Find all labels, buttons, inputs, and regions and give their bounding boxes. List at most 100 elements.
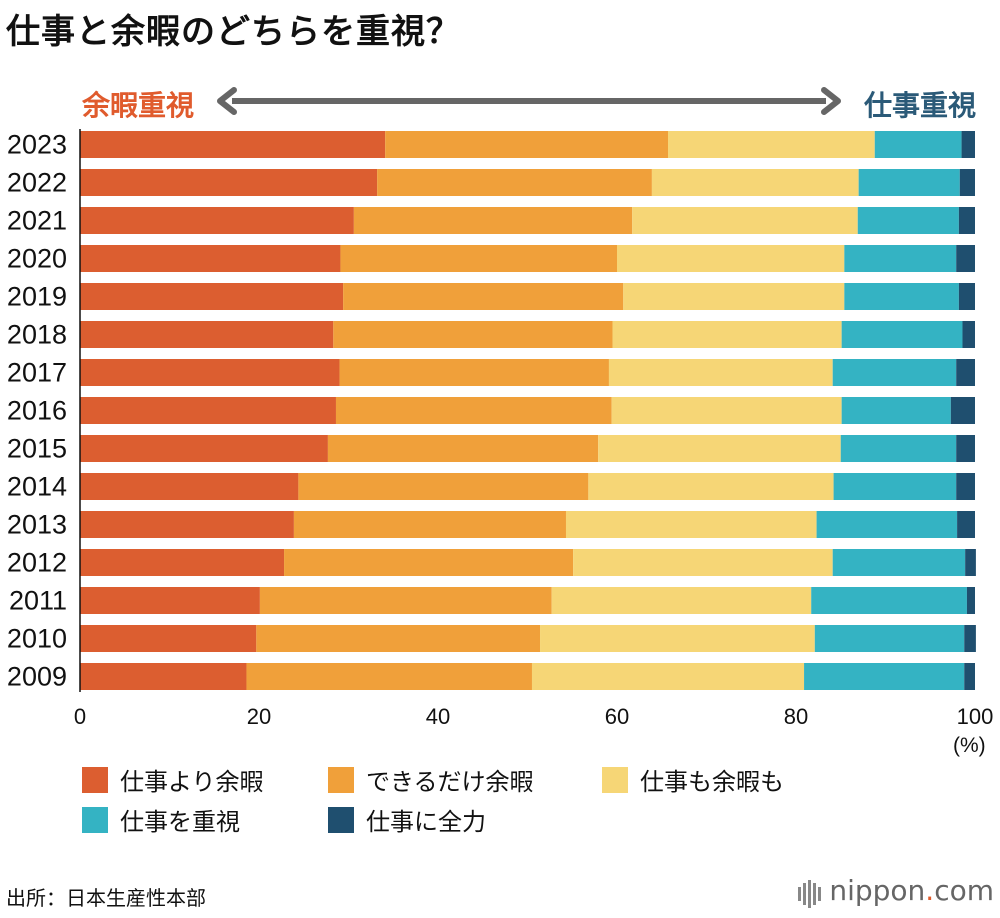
logo-bars-icon: [798, 876, 823, 909]
bar-2013-series-4: [957, 511, 975, 538]
bars-layer: [79, 129, 976, 692]
y-axis-labels: 2023 2022 2021 2020 2019 2018 2017 2016 2015 2014…: [7, 130, 67, 692]
bar-2015-series-0: [80, 435, 328, 462]
bar-2021-series-3: [857, 207, 959, 234]
y-tick-label-2015: 2015: [7, 434, 67, 464]
y-tick-label-2014: 2014: [7, 472, 67, 502]
x-axis-labels: 0 20 40 60 80 100: [74, 704, 993, 729]
legend-label-4: 仕事に全力: [366, 808, 486, 836]
x-tick-label-100: 100: [957, 704, 994, 729]
bar-2020-series-2: [617, 245, 845, 272]
legend-swatch-2: [602, 766, 628, 793]
legend-label-1: できるだけ余暇: [366, 768, 534, 796]
bar-2018-series-4: [962, 321, 975, 348]
bar-2015-series-2: [598, 435, 841, 462]
bar-2022-series-1: [377, 169, 652, 196]
legend-item-1: できるだけ余暇: [328, 762, 534, 797]
x-tick-label-20: 20: [247, 704, 271, 729]
y-tick-label-2023: 2023: [7, 130, 67, 160]
source-note: 出所：日本生産性本部: [6, 886, 206, 910]
y-tick-label-2017: 2017: [7, 358, 67, 388]
bar-2017-series-4: [956, 359, 975, 386]
bar-2023-series-2: [668, 131, 875, 158]
bar-2019-series-1: [343, 283, 624, 310]
bar-2015-series-4: [956, 435, 975, 462]
bar-2019-series-2: [623, 283, 845, 310]
legend-label-2: 仕事も余暇も: [640, 768, 784, 796]
legend-item-3: 仕事を重視: [82, 802, 240, 837]
y-tick-label-2009: 2009: [7, 662, 67, 692]
bar-2016-series-3: [841, 397, 951, 424]
bar-2009-series-2: [531, 663, 805, 690]
y-tick-label-2018: 2018: [7, 320, 67, 350]
y-tick-label-2022: 2022: [7, 168, 67, 198]
bar-2011-series-4: [966, 587, 975, 614]
x-tick-label-60: 60: [605, 704, 629, 729]
bar-2013-series-0: [80, 511, 294, 538]
bar-2021-series-1: [353, 207, 633, 234]
bar-2012-series-0: [80, 549, 285, 576]
bar-2011-series-1: [259, 587, 552, 614]
bar-2020-series-0: [80, 245, 341, 272]
logo-suffix: com: [934, 874, 994, 907]
legend-swatch-3: [82, 806, 108, 833]
logo-name: nippon: [829, 874, 926, 907]
bar-2010-series-1: [256, 625, 541, 652]
bar-2010-series-0: [80, 625, 257, 652]
bar-2018-series-1: [333, 321, 613, 348]
y-tick-label-2019: 2019: [7, 282, 67, 312]
bar-2009-series-1: [246, 663, 532, 690]
y-tick-label-2010: 2010: [7, 624, 67, 654]
legend-item-4: 仕事に全力: [328, 802, 486, 837]
bar-2009-series-4: [964, 663, 975, 690]
logo-dot: .: [925, 874, 935, 907]
legend-label-0: 仕事より余暇: [120, 768, 264, 796]
leisure-direction-label: 余暇重視: [82, 89, 195, 122]
bar-2021-series-0: [80, 207, 354, 234]
arrow-head-right: [821, 87, 841, 115]
bar-2019-series-3: [844, 283, 959, 310]
y-tick-label-2012: 2012: [7, 548, 67, 578]
bar-2022-series-4: [959, 169, 975, 196]
bar-2009-series-3: [804, 663, 965, 690]
bar-2015-series-3: [840, 435, 957, 462]
bar-2012-series-4: [965, 549, 976, 576]
bar-2017-series-1: [339, 359, 609, 386]
bar-2011-series-2: [551, 587, 812, 614]
bar-2016-series-2: [611, 397, 842, 424]
bar-2009-series-0: [80, 663, 247, 690]
bar-2020-series-4: [956, 245, 975, 272]
bar-2011-series-0: [80, 587, 260, 614]
bar-2023-series-3: [874, 131, 962, 158]
y-tick-label-2021: 2021: [7, 206, 67, 236]
legend-label-3: 仕事を重視: [120, 808, 240, 836]
y-tick-label-2020: 2020: [7, 244, 67, 274]
bar-2014-series-3: [833, 473, 957, 500]
bar-2021-series-2: [632, 207, 858, 234]
direction-arrow: [217, 87, 841, 115]
bar-2020-series-1: [340, 245, 617, 272]
y-tick-label-2011: 2011: [9, 586, 67, 616]
bar-2012-series-1: [284, 549, 574, 576]
legend-swatch-0: [82, 766, 108, 793]
bar-2022-series-2: [651, 169, 859, 196]
bar-2013-series-3: [816, 511, 958, 538]
bar-2014-series-1: [298, 473, 589, 500]
bar-2016-series-0: [80, 397, 336, 424]
legend-swatch-4: [328, 806, 354, 833]
bar-2017-series-2: [608, 359, 833, 386]
legend-swatch-1: [328, 766, 354, 793]
bar-2020-series-3: [844, 245, 957, 272]
x-tick-label-40: 40: [426, 704, 450, 729]
bar-2023-series-4: [961, 131, 975, 158]
nippon-logo: nippon.com: [798, 874, 994, 909]
unit-label: (%): [953, 734, 986, 757]
bar-2010-series-2: [540, 625, 815, 652]
bar-2018-series-3: [841, 321, 963, 348]
bar-2012-series-2: [573, 549, 833, 576]
x-tick-label-0: 0: [74, 704, 86, 729]
bar-2017-series-3: [832, 359, 957, 386]
bar-2022-series-0: [80, 169, 378, 196]
arrow-head-left: [217, 87, 237, 115]
